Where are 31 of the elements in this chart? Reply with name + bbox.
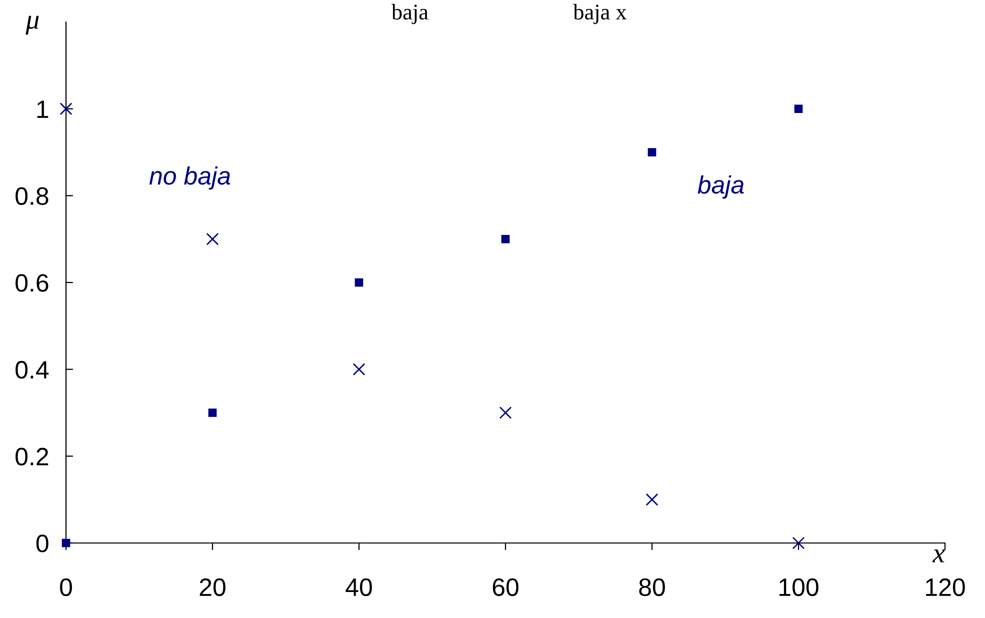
x-tick-label: 0: [60, 578, 72, 596]
x-tick-label: 120: [926, 578, 965, 596]
point: [206, 232, 219, 246]
x-tick-label: 60: [492, 578, 518, 596]
annotation: no baja: [149, 166, 230, 190]
point: [794, 104, 803, 113]
point: [62, 538, 70, 548]
annotation: baja x: [573, 4, 627, 24]
point: [354, 278, 364, 287]
y-tick-label: 0.4: [16, 360, 49, 379]
x-axis-title: x: [932, 550, 945, 562]
x-tick-label: 40: [346, 578, 372, 596]
point: [208, 408, 217, 417]
x-tick-label: 100: [780, 578, 818, 596]
point: [501, 234, 510, 244]
point: [499, 406, 512, 419]
y-tick-label: 1: [37, 100, 48, 118]
y-tick-label: 0.6: [16, 274, 48, 292]
point: [648, 148, 656, 156]
x-tick-label: 20: [200, 578, 226, 596]
point: [60, 102, 72, 116]
x-tick-label: 80: [639, 578, 665, 596]
y-tick-label: 0.8: [16, 187, 48, 205]
point: [792, 536, 805, 550]
point: [352, 363, 366, 376]
y-axis-title: μ: [26, 16, 39, 35]
point: [646, 493, 658, 506]
y-tick-label: 0.2: [16, 448, 48, 466]
annotation: baja: [391, 4, 428, 24]
annotation: baja: [698, 175, 744, 199]
y-tick-label: 0: [36, 534, 48, 552]
